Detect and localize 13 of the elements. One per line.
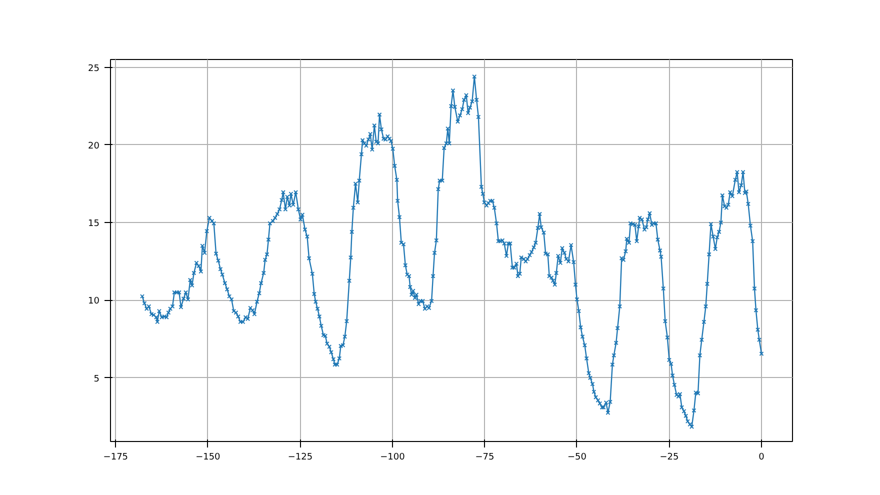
x-tick-label: −125 [288,452,313,462]
x-tick-label: −75 [475,452,494,462]
y-tick-label: 25 [88,64,100,74]
x-tick-label: 0 [758,452,765,462]
x-tick-label: −50 [567,452,587,462]
y-tick-label: 20 [88,141,100,152]
y-tick-label: 15 [88,219,100,230]
x-tick-label: −175 [103,452,128,462]
y-tick-label: 5 [94,374,100,384]
x-tick-label: −150 [196,452,221,462]
x-tick-label: −25 [660,452,679,462]
y-tick-label: 10 [88,296,100,307]
x-tick-label: −100 [380,452,406,462]
